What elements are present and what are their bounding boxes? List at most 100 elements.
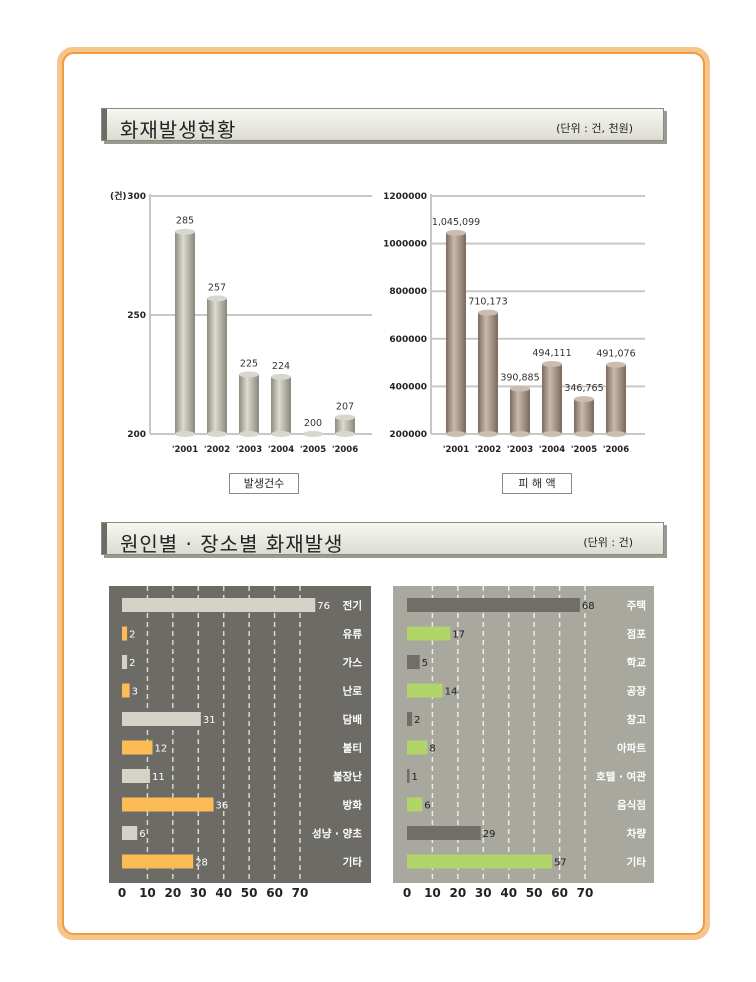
bar	[407, 740, 428, 755]
data-label: 76	[317, 601, 330, 612]
category-label: 기타	[343, 856, 363, 869]
data-label: 5	[422, 658, 428, 669]
header-accent-bar	[102, 523, 107, 554]
bar	[407, 683, 443, 698]
x-tick-label: 30	[190, 886, 207, 900]
y-tick-label: 400000	[389, 382, 427, 392]
category-label: 아파트	[617, 742, 646, 755]
bar-base	[478, 431, 498, 437]
section-header-cause-place: 원인별 · 장소별 화재발생 (단위 : 건)	[101, 522, 664, 556]
data-label: 200	[304, 418, 322, 429]
bar	[122, 655, 128, 669]
bar	[407, 854, 552, 869]
bar	[122, 854, 194, 869]
x-tick-label: 60	[551, 886, 568, 900]
x-tick-label: 50	[241, 886, 258, 900]
bar	[335, 417, 355, 434]
data-label: 6	[139, 829, 145, 840]
data-label: 257	[208, 282, 226, 293]
data-label: 3	[132, 687, 138, 698]
section-unit: (단위 : 건, 천원)	[556, 122, 633, 135]
bar	[478, 312, 498, 434]
x-tick-label: 10	[424, 886, 441, 900]
bar-top	[207, 295, 227, 302]
data-label: 494,111	[532, 348, 571, 359]
x-tick-label: '2002	[204, 445, 230, 455]
data-label: 346,765	[564, 383, 603, 394]
x-tick-label: '2005	[300, 445, 326, 455]
data-label: 8	[429, 744, 435, 755]
bar-top	[239, 371, 259, 378]
bar-top	[478, 309, 498, 316]
bar-base	[510, 431, 530, 437]
x-tick-label: '2001	[172, 445, 198, 455]
bar-base	[303, 431, 323, 437]
bar-base	[606, 431, 626, 437]
bar-base	[335, 431, 355, 437]
category-label: 방화	[343, 799, 363, 812]
data-label: 285	[176, 216, 194, 227]
data-label: 390,885	[500, 373, 539, 384]
x-tick-label: 0	[403, 886, 411, 900]
category-label: 담배	[343, 713, 362, 726]
category-label: 차량	[627, 827, 647, 840]
section-title: 원인별 · 장소별 화재발생	[120, 532, 344, 556]
y-tick-label: 200	[127, 430, 146, 440]
x-tick-label: 0	[118, 886, 126, 900]
category-label: 가스	[343, 656, 363, 669]
x-tick-label: 40	[500, 886, 517, 900]
data-label: 6	[424, 801, 430, 812]
x-tick-label: '2004	[268, 445, 294, 455]
data-label: 1	[412, 772, 418, 783]
bar	[271, 376, 291, 434]
x-tick-label: 10	[139, 886, 156, 900]
bar	[122, 598, 316, 612]
bar-top	[574, 396, 594, 403]
category-label: 불티	[343, 742, 362, 755]
data-label: 2	[129, 658, 135, 669]
data-label: 11	[152, 772, 165, 783]
bar	[407, 655, 420, 669]
data-label: 57	[554, 858, 567, 869]
x-tick-label: 30	[475, 886, 492, 900]
y-tick-label: 250	[127, 311, 146, 321]
y-tick-label: 600000	[389, 335, 427, 345]
y-tick-label: 300	[127, 192, 146, 202]
data-label: 225	[240, 359, 258, 370]
bar-top	[271, 373, 291, 380]
bar	[407, 769, 410, 783]
bar-top	[510, 385, 530, 392]
chart-caption-incidents: 발생건수	[229, 473, 299, 494]
bar	[574, 399, 594, 434]
bar-base	[271, 431, 291, 437]
section-unit: (단위 : 건)	[583, 536, 633, 549]
bar	[207, 298, 227, 434]
x-tick-label: '2006	[603, 445, 629, 455]
data-label: 31	[203, 715, 216, 726]
category-label: 주택	[627, 599, 646, 612]
bar	[122, 626, 128, 641]
bar	[239, 374, 259, 434]
bar-base	[574, 431, 594, 437]
bar	[407, 598, 580, 612]
x-tick-label: '2004	[539, 445, 565, 455]
x-tick-label: '2005	[571, 445, 597, 455]
header-accent-bar	[102, 109, 107, 140]
x-tick-label: 70	[577, 886, 594, 900]
y-tick-label: 1200000	[383, 192, 427, 202]
chart-panel	[109, 586, 371, 883]
category-label: 공장	[627, 685, 647, 698]
category-label: 학교	[627, 656, 647, 669]
x-tick-label: 20	[450, 886, 467, 900]
bar-base	[446, 431, 466, 437]
bar	[407, 826, 481, 840]
data-label: 12	[155, 744, 168, 755]
category-label: 불장난	[333, 770, 362, 783]
section-header-fire-status: 화재발생현황 (단위 : 건, 천원)	[101, 108, 664, 142]
bar	[175, 231, 195, 434]
y-tick-label: 1000000	[383, 240, 427, 250]
category-label: 음식점	[617, 799, 646, 812]
bar-base	[239, 431, 259, 437]
x-tick-label: '2002	[475, 445, 501, 455]
data-label: 491,076	[596, 349, 635, 360]
